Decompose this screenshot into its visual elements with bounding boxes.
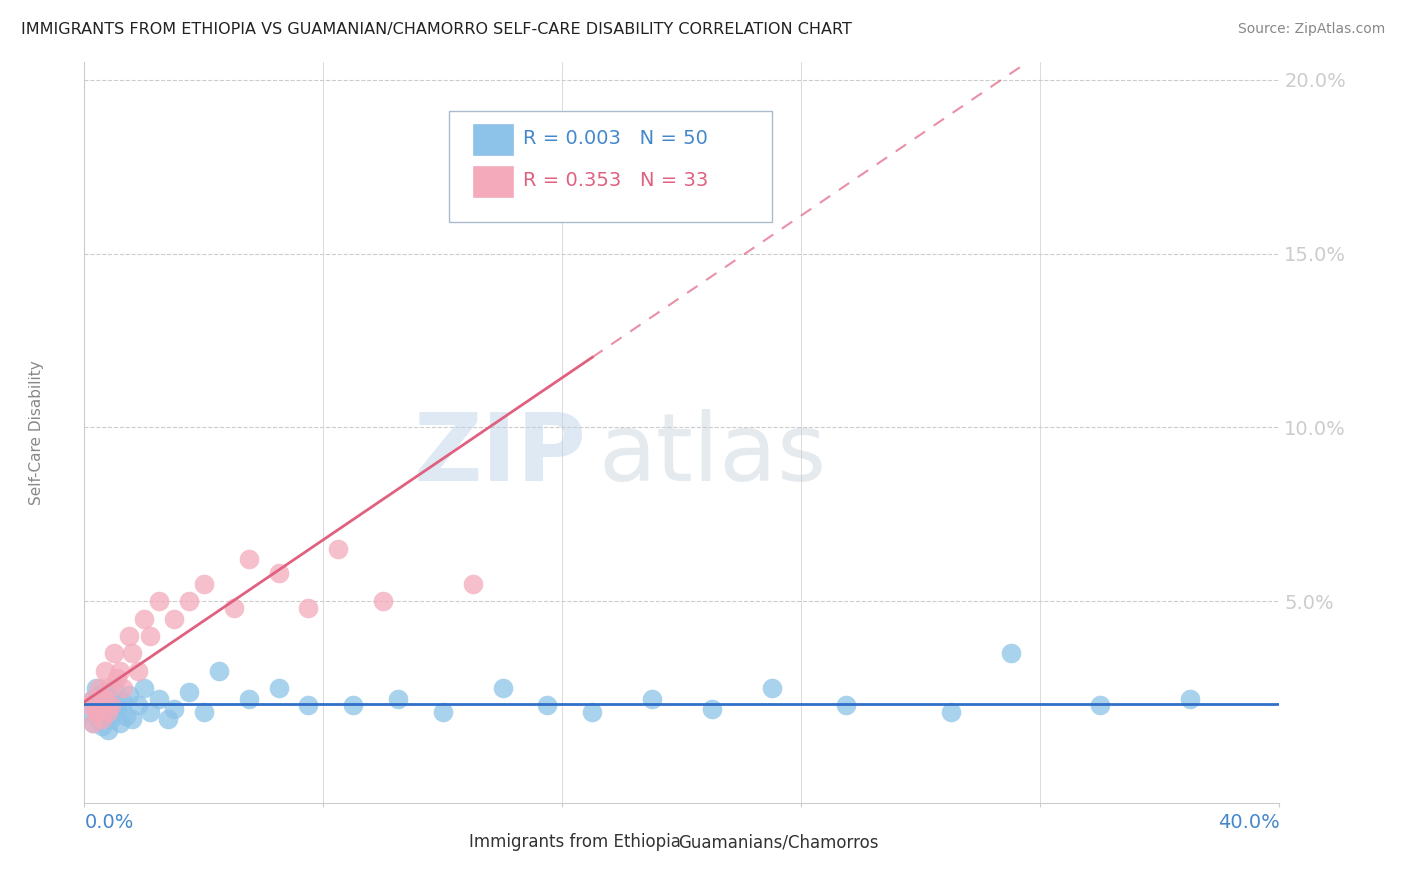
Point — [148, 594, 170, 608]
Point — [94, 709, 117, 723]
Point — [97, 681, 120, 695]
Point — [127, 698, 149, 713]
Point — [267, 566, 290, 581]
Point — [342, 698, 364, 713]
Point — [118, 629, 141, 643]
Point — [461, 577, 484, 591]
Text: 40.0%: 40.0% — [1218, 814, 1279, 832]
Point — [100, 698, 122, 713]
Point — [82, 715, 104, 730]
Point — [373, 594, 395, 608]
Point — [157, 712, 180, 726]
Point — [328, 542, 350, 557]
Point — [581, 706, 603, 720]
Point — [86, 681, 108, 695]
FancyBboxPatch shape — [631, 827, 672, 857]
Point — [761, 681, 783, 695]
Point — [94, 691, 117, 706]
Point — [193, 577, 215, 591]
Point — [139, 629, 162, 643]
Point — [238, 552, 260, 566]
Point — [103, 706, 125, 720]
FancyBboxPatch shape — [423, 827, 463, 857]
Point — [139, 706, 162, 720]
Point — [110, 664, 132, 678]
Text: ZIP: ZIP — [413, 409, 586, 500]
Point — [79, 698, 101, 713]
Point — [163, 702, 186, 716]
Point — [89, 681, 111, 695]
Point — [835, 698, 858, 713]
FancyBboxPatch shape — [472, 166, 513, 197]
Point — [222, 601, 245, 615]
Point — [91, 719, 114, 733]
Point — [105, 702, 128, 716]
Text: atlas: atlas — [599, 409, 827, 500]
Text: Guamanians/Chamorros: Guamanians/Chamorros — [678, 833, 879, 851]
Point — [432, 706, 454, 720]
Point — [112, 695, 135, 709]
Point — [100, 691, 122, 706]
Point — [97, 706, 120, 720]
Point — [297, 601, 319, 615]
Point — [89, 702, 111, 716]
Point — [97, 723, 120, 737]
Point — [100, 712, 122, 726]
Point — [82, 715, 104, 730]
Point — [103, 681, 125, 695]
Point — [89, 712, 111, 726]
FancyBboxPatch shape — [449, 111, 772, 221]
Point — [700, 702, 723, 716]
Point — [97, 698, 120, 713]
Point — [89, 702, 111, 716]
Point — [121, 712, 143, 726]
Text: Source: ZipAtlas.com: Source: ZipAtlas.com — [1237, 22, 1385, 37]
Point — [267, 681, 290, 695]
Text: Self-Care Disability: Self-Care Disability — [30, 360, 44, 505]
Point — [91, 712, 114, 726]
Text: 0.0%: 0.0% — [84, 814, 134, 832]
Point — [939, 706, 962, 720]
Point — [127, 664, 149, 678]
Point — [536, 698, 558, 713]
Point — [387, 691, 409, 706]
Text: IMMIGRANTS FROM ETHIOPIA VS GUAMANIAN/CHAMORRO SELF-CARE DISABILITY CORRELATION : IMMIGRANTS FROM ETHIOPIA VS GUAMANIAN/CH… — [21, 22, 852, 37]
Point — [177, 594, 200, 608]
FancyBboxPatch shape — [472, 124, 513, 155]
Point — [103, 646, 125, 660]
Point — [91, 695, 114, 709]
Point — [551, 194, 574, 209]
Point — [238, 691, 260, 706]
Text: R = 0.003   N = 50: R = 0.003 N = 50 — [523, 129, 707, 148]
Point — [86, 706, 108, 720]
Point — [86, 698, 108, 713]
Point — [1090, 698, 1112, 713]
Point — [641, 691, 664, 706]
Point — [82, 691, 104, 706]
Point — [105, 671, 128, 685]
Point — [1178, 691, 1201, 706]
Point — [115, 709, 138, 723]
Point — [89, 688, 111, 702]
Point — [208, 664, 231, 678]
Point — [121, 646, 143, 660]
Point — [132, 611, 156, 625]
Point — [163, 611, 186, 625]
Point — [112, 681, 135, 695]
Point — [193, 706, 215, 720]
Point — [297, 698, 319, 713]
Text: Immigrants from Ethiopia: Immigrants from Ethiopia — [470, 833, 681, 851]
Point — [110, 715, 132, 730]
Point — [132, 681, 156, 695]
Point — [177, 684, 200, 698]
Point — [94, 684, 117, 698]
Point — [79, 706, 101, 720]
Point — [1000, 646, 1022, 660]
Point — [148, 691, 170, 706]
Point — [492, 681, 515, 695]
Point — [94, 664, 117, 678]
Point — [82, 691, 104, 706]
Text: R = 0.353   N = 33: R = 0.353 N = 33 — [523, 171, 709, 190]
Point — [118, 688, 141, 702]
